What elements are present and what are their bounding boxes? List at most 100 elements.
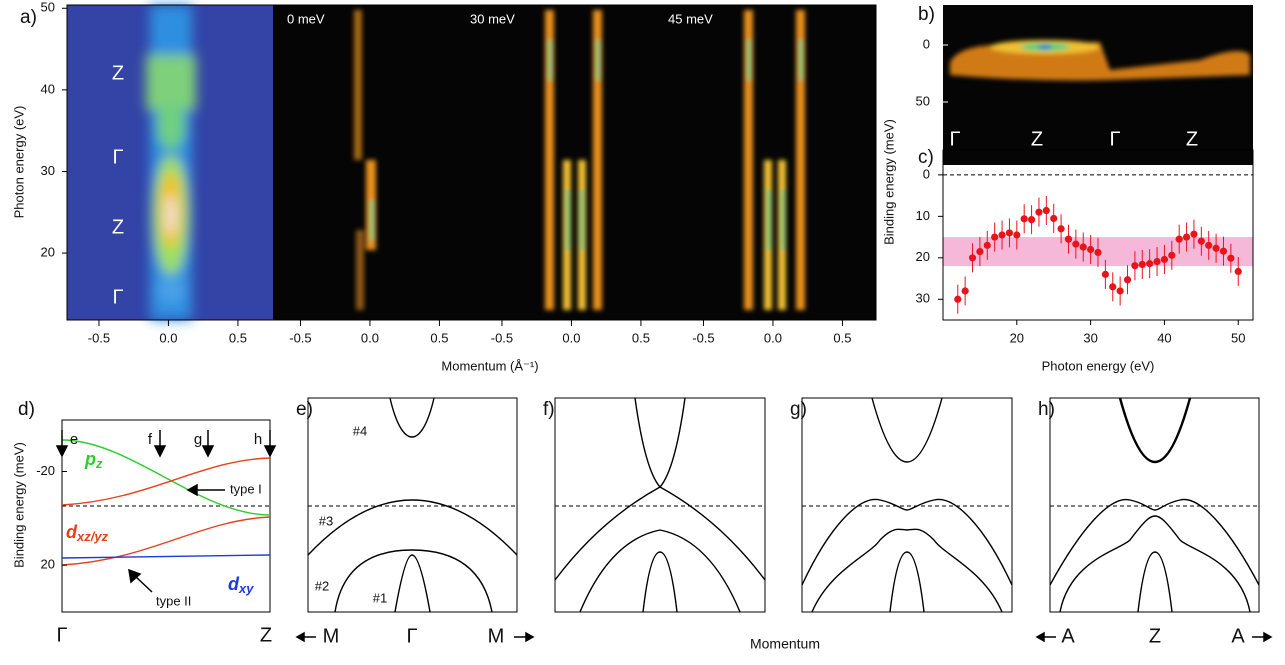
panel-d-frame <box>61 419 271 613</box>
axis-title: Binding energy (meV) <box>881 119 896 245</box>
y-tick-label: 10 <box>916 208 930 223</box>
orbital: d <box>228 574 240 594</box>
x-label: M <box>323 625 340 647</box>
x-label: A <box>1231 625 1245 647</box>
subpanel-title: 30 meV <box>470 11 515 26</box>
x-tick-label: -0.5 <box>88 330 110 345</box>
x-tick-label: 0.5 <box>229 330 247 345</box>
point <box>1072 240 1080 248</box>
x-label: A <box>1061 625 1075 647</box>
panel-f-frame <box>554 397 766 613</box>
point <box>1146 260 1154 268</box>
x-tick-label: 0.5 <box>430 330 448 345</box>
x-tick-label: 0.0 <box>361 330 379 345</box>
panel-e-frame <box>307 397 518 613</box>
orbital-label: dxy <box>228 574 254 597</box>
x-tick-label: 0.0 <box>159 330 177 345</box>
point <box>968 254 977 262</box>
y-tick-label: 0 <box>923 166 930 181</box>
panel-label: b) <box>918 4 935 25</box>
orbital-sub: xy <box>238 581 254 596</box>
point <box>1094 248 1102 257</box>
point <box>1020 215 1028 223</box>
panel-h-frame <box>1049 397 1260 613</box>
orbital-label: dxz/yz <box>66 522 109 545</box>
x-tick-label: -0.5 <box>692 330 714 345</box>
point <box>991 233 999 241</box>
point-label: Γ <box>949 128 960 150</box>
point <box>1064 235 1073 243</box>
axis-title: Momentum <box>750 636 820 652</box>
x-label: Z <box>1149 625 1161 647</box>
subpanel-title: 45 meV <box>668 11 713 26</box>
panel-label: f) <box>543 399 555 420</box>
x-tick-label: -0.5 <box>289 330 311 345</box>
x-label: Γ <box>56 624 67 646</box>
y-tick-label: 40 <box>41 81 55 96</box>
point <box>1175 235 1183 243</box>
band-label: #1 <box>373 590 387 605</box>
point-label: Z <box>112 216 124 238</box>
annotation: type I <box>230 481 262 496</box>
x-tick-label: 0.0 <box>764 330 782 345</box>
x-label: Z <box>260 624 272 646</box>
point <box>1160 255 1169 264</box>
y-tick-label: -20 <box>36 463 55 478</box>
point <box>1153 257 1161 266</box>
y-tick-label: 0 <box>923 36 930 51</box>
point <box>954 295 962 303</box>
orbital-label: pz <box>84 449 103 472</box>
heatmap-a <box>66 4 877 321</box>
panel-label: a) <box>20 7 37 28</box>
x-tick-label: 30 <box>1083 330 1097 345</box>
x-label: M <box>488 625 505 647</box>
point <box>1123 276 1132 284</box>
subpanel-title: 0 meV <box>287 11 325 26</box>
y-tick-label: 20 <box>41 557 55 572</box>
axis-title: Binding energy (meV) <box>11 442 26 568</box>
y-tick-label: 20 <box>916 249 930 264</box>
orbital: p <box>84 449 96 469</box>
y-tick-label: 30 <box>41 163 55 178</box>
frame <box>942 149 1254 321</box>
orbital-sub: z <box>95 456 103 471</box>
point <box>1013 231 1021 239</box>
arrow-label: g <box>194 431 202 448</box>
point <box>998 231 1006 239</box>
x-label: Γ <box>406 625 417 647</box>
point-label: Γ <box>112 146 123 168</box>
point <box>1168 251 1176 259</box>
x-tick-label: 50 <box>1231 330 1245 345</box>
point <box>1227 254 1235 262</box>
panel-label: c) <box>918 147 934 168</box>
point <box>1087 245 1095 254</box>
panel-label: g) <box>790 399 807 420</box>
point <box>1182 233 1191 241</box>
arrow-label: h <box>254 431 262 448</box>
point-label: Γ <box>112 286 123 308</box>
point <box>1205 241 1213 249</box>
point-label: Γ <box>1109 128 1120 150</box>
axis-title: Photon energy (eV) <box>11 106 26 219</box>
point <box>1116 287 1124 295</box>
band-label: #3 <box>319 513 333 528</box>
point <box>1027 216 1036 224</box>
arrows <box>55 430 1273 643</box>
panel-label: h) <box>1038 399 1055 420</box>
heatmap-b <box>943 5 1253 165</box>
point <box>1190 230 1198 238</box>
point <box>961 287 969 295</box>
point <box>1197 237 1205 245</box>
band-label: #4 <box>353 423 367 438</box>
point <box>1138 260 1146 269</box>
point <box>1234 267 1242 276</box>
axis-title: Photon energy (eV) <box>1042 358 1155 373</box>
point <box>976 247 984 256</box>
y-tick-label: 20 <box>41 245 55 260</box>
point-label: Z <box>1031 128 1043 150</box>
point <box>1219 247 1228 255</box>
x-tick-label: -0.5 <box>491 330 513 345</box>
panel-label: e) <box>296 399 313 420</box>
point <box>1057 225 1065 233</box>
point-label: Z <box>112 62 124 84</box>
